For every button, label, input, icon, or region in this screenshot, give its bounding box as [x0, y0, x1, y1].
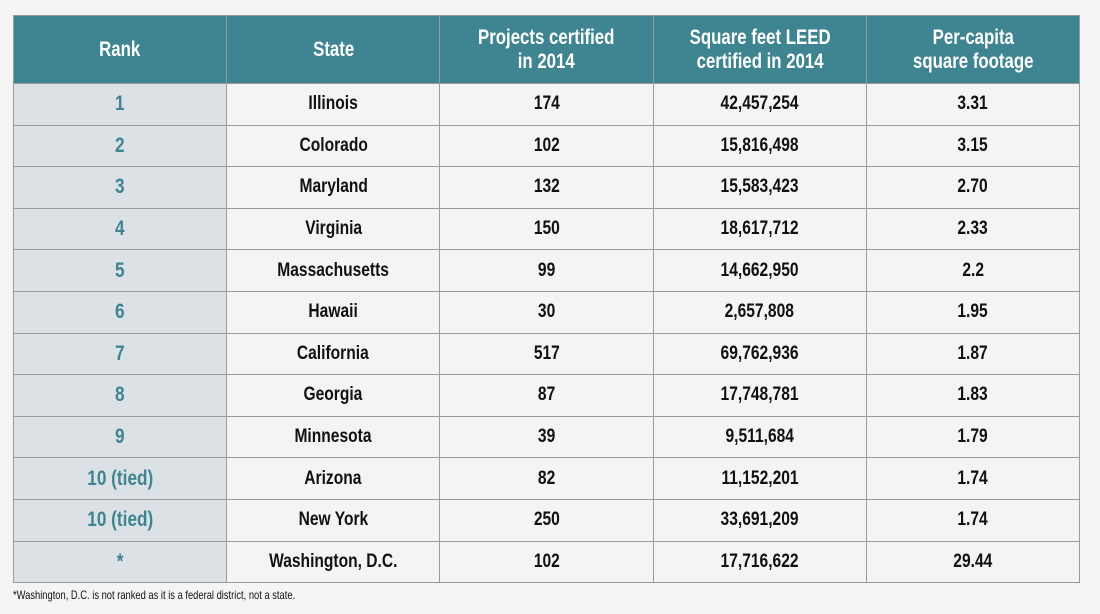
cell-state: Arizona — [226, 457, 441, 500]
header-rank: Rank — [12, 15, 228, 84]
cell-per-capita: 3.31 — [865, 83, 1081, 126]
cell-square-feet: 42,457,254 — [652, 83, 867, 126]
cell-square-feet: 17,748,781 — [652, 374, 867, 417]
cell-state: Massachusetts — [226, 249, 441, 292]
cell-state: Virginia — [226, 207, 441, 251]
cell-state: Hawaii — [226, 290, 441, 334]
cell-per-capita: 1.74 — [865, 457, 1081, 500]
table-row: 3 Maryland 132 15,583,423 2.70 — [12, 166, 1081, 209]
cell-square-feet: 17,716,622 — [652, 540, 867, 584]
cell-square-feet: 11,152,201 — [652, 457, 867, 500]
cell-per-capita: 29.44 — [865, 540, 1081, 584]
cell-per-capita: 1.95 — [865, 290, 1081, 334]
cell-state: New York — [226, 498, 441, 542]
cell-per-capita: 3.15 — [865, 124, 1081, 168]
cell-state: Minnesota — [226, 415, 441, 459]
cell-state: California — [226, 332, 441, 376]
cell-projects: 87 — [439, 374, 654, 417]
cell-square-feet: 15,583,423 — [652, 166, 867, 209]
cell-rank: 8 — [12, 374, 228, 417]
header-per-capita: Per-capita square footage — [865, 15, 1081, 84]
cell-rank: 3 — [12, 166, 228, 209]
table-row: 4 Virginia 150 18,617,712 2.33 — [12, 207, 1081, 251]
cell-projects: 39 — [439, 415, 654, 459]
table-row: 1 Illinois 174 42,457,254 3.31 — [12, 83, 1081, 126]
cell-rank: 7 — [12, 332, 228, 376]
cell-square-feet: 33,691,209 — [652, 498, 867, 542]
cell-square-feet: 69,762,936 — [652, 332, 867, 376]
cell-projects: 102 — [439, 540, 654, 584]
header-row: Rank State Projects certified in 2014 Square… — [12, 15, 1081, 84]
cell-rank: 1 — [12, 83, 228, 126]
cell-per-capita: 1.79 — [865, 415, 1081, 459]
cell-rank: 4 — [12, 207, 228, 251]
footnote: *Washington, D.C. is not ranked as it is… — [13, 588, 296, 602]
cell-square-feet: 14,662,950 — [652, 249, 867, 292]
header-square-feet: Square feet LEED certified in 2014 — [652, 15, 867, 84]
cell-projects: 250 — [439, 498, 654, 542]
cell-rank: 10 (tied) — [12, 457, 228, 500]
cell-square-feet: 9,511,684 — [652, 415, 867, 459]
cell-per-capita: 1.83 — [865, 374, 1081, 417]
table-row: 6 Hawaii 30 2,657,808 1.95 — [12, 290, 1081, 334]
table-row: 10 (tied) New York 250 33,691,209 1.74 — [12, 498, 1081, 542]
cell-square-feet: 15,816,498 — [652, 124, 867, 168]
cell-projects: 150 — [439, 207, 654, 251]
cell-state: Maryland — [226, 166, 441, 209]
cell-state: Colorado — [226, 124, 441, 168]
cell-rank: 6 — [12, 290, 228, 334]
cell-rank: * — [12, 540, 228, 584]
cell-square-feet: 18,617,712 — [652, 207, 867, 251]
table-row: 9 Minnesota 39 9,511,684 1.79 — [12, 415, 1081, 459]
cell-state: Washington, D.C. — [226, 540, 441, 584]
cell-square-feet: 2,657,808 — [652, 290, 867, 334]
cell-rank: 5 — [12, 249, 228, 292]
cell-projects: 132 — [439, 166, 654, 209]
leed-ranking-table: Rank State Projects certified in 2014 Square… — [12, 15, 1081, 584]
table-row: 10 (tied) Arizona 82 11,152,201 1.74 — [12, 457, 1081, 500]
cell-projects: 82 — [439, 457, 654, 500]
table-row: 2 Colorado 102 15,816,498 3.15 — [12, 124, 1081, 168]
cell-per-capita: 1.74 — [865, 498, 1081, 542]
cell-per-capita: 2.2 — [865, 249, 1081, 292]
header-state: State — [226, 15, 441, 84]
cell-rank: 2 — [12, 124, 228, 168]
table-row: 7 California 517 69,762,936 1.87 — [12, 332, 1081, 376]
cell-per-capita: 1.87 — [865, 332, 1081, 376]
table-row: 5 Massachusetts 99 14,662,950 2.2 — [12, 249, 1081, 292]
cell-projects: 517 — [439, 332, 654, 376]
cell-rank: 10 (tied) — [12, 498, 228, 542]
cell-state: Georgia — [226, 374, 441, 417]
cell-per-capita: 2.33 — [865, 207, 1081, 251]
cell-rank: 9 — [12, 415, 228, 459]
header-projects: Projects certified in 2014 — [439, 15, 654, 84]
table-row: 8 Georgia 87 17,748,781 1.83 — [12, 374, 1081, 417]
cell-state: Illinois — [226, 83, 441, 126]
cell-projects: 174 — [439, 83, 654, 126]
cell-per-capita: 2.70 — [865, 166, 1081, 209]
cell-projects: 30 — [439, 290, 654, 334]
cell-projects: 99 — [439, 249, 654, 292]
table-row: * Washington, D.C. 102 17,716,622 29.44 — [12, 540, 1081, 584]
cell-projects: 102 — [439, 124, 654, 168]
